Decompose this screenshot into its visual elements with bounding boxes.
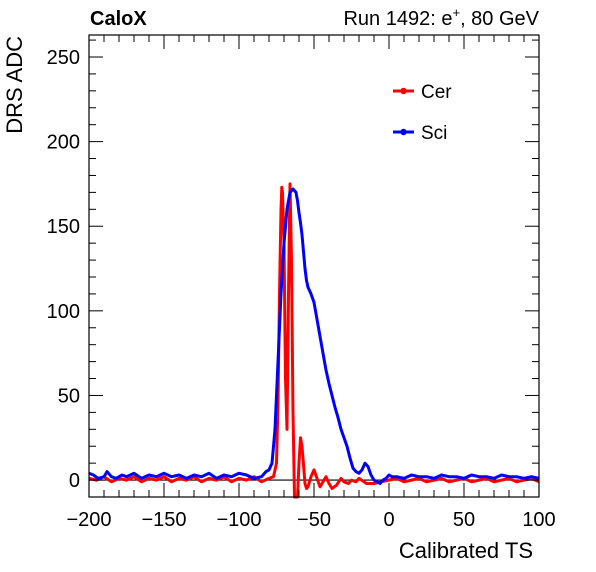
series-layer <box>88 182 540 499</box>
x-tick-label: 0 <box>383 509 394 531</box>
y-tick-label: 250 <box>47 47 80 69</box>
legend-label: Sci <box>421 123 447 144</box>
x-tick-label: 50 <box>453 509 475 531</box>
y-tick-label: 150 <box>47 216 80 238</box>
legend-marker <box>400 128 407 136</box>
x-tick-label: 100 <box>522 509 555 531</box>
legend-label: Cer <box>421 82 452 103</box>
x-tick-label: −200 <box>66 509 111 531</box>
y-tick-label: 200 <box>47 132 80 154</box>
experiment-label: CaloX <box>90 8 147 30</box>
x-tick-label: −150 <box>141 509 186 531</box>
legend-item-cer: Cer <box>393 82 452 103</box>
y-tick-label: 100 <box>47 301 80 323</box>
y-tick-label: 0 <box>69 470 80 492</box>
legend-marker <box>400 87 407 95</box>
run-label: Run 1492: e+, 80 GeV <box>343 5 539 30</box>
y-tick-label: 50 <box>58 385 80 407</box>
series-line-cer <box>88 182 540 499</box>
y-axis-title: DRS ADC <box>2 36 27 134</box>
x-tick-label: −50 <box>297 509 331 531</box>
x-axis-title: Calibrated TS <box>399 538 533 563</box>
ticks-layer: −200 −150 −100 −50 0 50 100 0 50 100 150 200 250 <box>47 34 556 531</box>
plot-frame <box>88 34 540 498</box>
legend: Cer Sci <box>393 82 452 144</box>
series-line-sci <box>88 187 540 485</box>
legend-item-sci: Sci <box>393 123 447 144</box>
x-tick-label: −100 <box>216 509 261 531</box>
